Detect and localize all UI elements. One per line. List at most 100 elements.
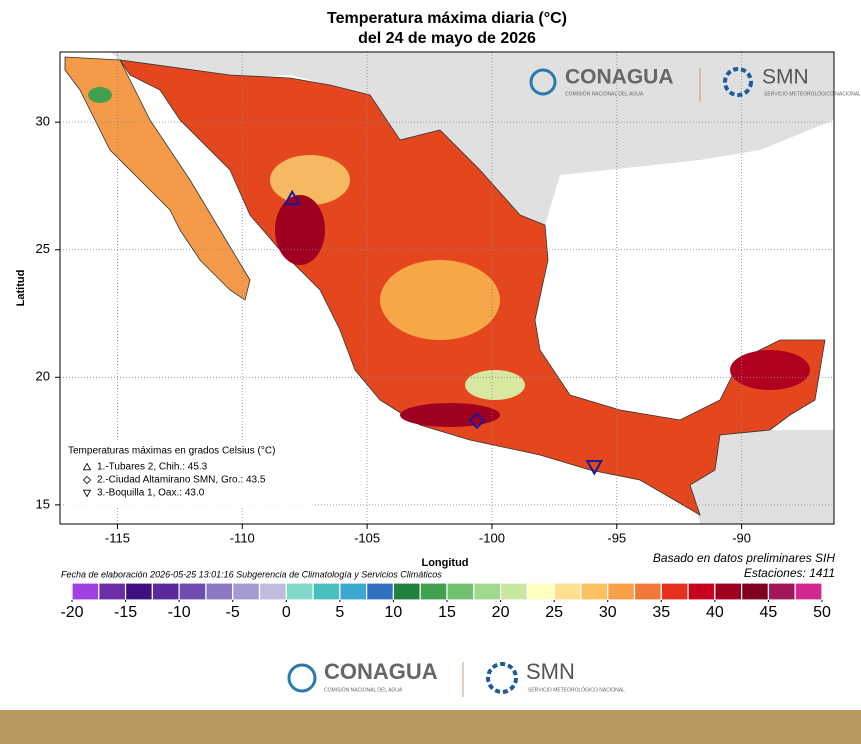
footer-date: Fecha de elaboración 2026-05-25 13:01:16… — [61, 569, 442, 579]
footer-band — [0, 710, 861, 744]
colorbar-box — [767, 582, 796, 601]
station-marker — [468, 412, 486, 430]
logo-subtext: SERVICIO METEOROLÓGICO NACIONAL — [764, 90, 861, 97]
y-tick-label: 15 — [36, 496, 50, 511]
bottom-logo: CONAGUA COMISIÓN NACIONAL DEL AGUA SMN S… — [287, 659, 625, 697]
temperature-area — [400, 403, 500, 427]
y-axis-label: Latitud — [15, 270, 27, 307]
x-tick-label: -110 — [230, 530, 255, 545]
logo-icon — [287, 663, 317, 693]
colorbar-box — [98, 582, 127, 601]
logo-icon — [486, 662, 518, 694]
legend-label: 1.-Tubares 2, Chih.: 45.3 — [97, 462, 208, 473]
temperature-area — [270, 155, 350, 205]
colorbar-tick-label: -10 — [168, 604, 191, 621]
legend-symbol — [82, 462, 92, 471]
legend-label: 2.-Ciudad Altamirano SMN, Gro.: 43.5 — [97, 475, 266, 486]
colorbar-box — [446, 582, 475, 601]
colorbar-box — [499, 582, 528, 601]
colorbar-box — [392, 582, 421, 601]
colorbar-box — [633, 582, 662, 601]
temperature-area — [730, 350, 810, 390]
colorbar-tick-label: 30 — [599, 604, 617, 621]
colorbar-box — [339, 582, 368, 601]
y-tick-label: 25 — [36, 241, 50, 256]
colorbar-box — [258, 582, 287, 601]
logo-icon — [723, 67, 753, 97]
colorbar-box — [794, 582, 823, 601]
x-tick-label: -115 — [105, 530, 130, 545]
colorbar-box — [553, 582, 582, 601]
colorbar-box — [205, 582, 234, 601]
colorbar-box — [473, 582, 502, 601]
colorbar-box — [366, 582, 395, 601]
colorbar-box — [71, 582, 100, 601]
colorbar-box — [285, 582, 314, 601]
logo-subtext: SERVICIO METEOROLÓGICO NACIONAL — [528, 686, 625, 693]
logo-subtext: COMISIÓN NACIONAL DEL AGUA — [565, 90, 644, 97]
colorbar-tick-label: 20 — [492, 604, 510, 621]
x-axis-label: Longitud — [421, 557, 468, 569]
map: CONAGUA COMISIÓN NACIONAL DEL AGUA SMN S… — [59, 51, 861, 525]
logo-text: CONAGUA — [565, 66, 674, 89]
colorbar-tick-label: -15 — [114, 604, 137, 621]
legend-box — [64, 440, 314, 506]
legend-label: 3.-Boquilla 1, Oax.: 43.0 — [97, 488, 205, 499]
colorbar-box — [526, 582, 555, 601]
x-tick-label: -90 — [732, 530, 751, 545]
logo-text: CONAGUA — [324, 659, 438, 684]
colorbar-tick-label: 40 — [706, 604, 724, 621]
colorbar-tick-label: 15 — [438, 604, 456, 621]
colorbar-box — [232, 582, 261, 601]
colorbar-tick-label: -20 — [60, 604, 83, 621]
colorbar-box — [124, 582, 153, 601]
legend-symbol — [82, 475, 92, 485]
note: Basado en datos preliminares SIH — [653, 551, 835, 565]
colorbar-tick-label: 35 — [652, 604, 670, 621]
colorbar-tick-label: 5 — [335, 604, 344, 621]
colorbar-box — [741, 582, 770, 601]
colorbar-box — [660, 582, 689, 601]
x-tick-label: -100 — [479, 530, 505, 545]
x-tick-label: -95 — [607, 530, 626, 545]
central-america-land — [690, 430, 834, 524]
logo-text: SMN — [526, 659, 575, 684]
colorbar-box — [687, 582, 716, 601]
colorbar-tick-label: 50 — [813, 604, 831, 621]
temperature-area — [465, 370, 525, 400]
logo-icon — [529, 68, 557, 96]
temperature-area — [275, 195, 325, 265]
colorbar-box — [151, 582, 180, 601]
legend-title: Temperaturas máximas en grados Celsius (… — [68, 446, 275, 457]
temperature-area — [88, 87, 112, 103]
title: Temperatura máxima diaria (°C) — [327, 10, 567, 27]
logo: CONAGUA COMISIÓN NACIONAL DEL AGUA SMN S… — [529, 66, 861, 102]
y-tick-label: 20 — [36, 369, 50, 384]
colorbar-tick-label: 45 — [760, 604, 778, 621]
y-tick-label: 30 — [36, 114, 50, 129]
stations-count: Estaciones: 1411 — [744, 566, 835, 580]
colorbar-box — [607, 582, 636, 601]
colorbar-tick-label: 0 — [282, 604, 291, 621]
station-marker — [585, 459, 604, 476]
map-frame — [59, 51, 835, 525]
subtitle: del 24 de mayo de 2026 — [358, 30, 536, 47]
colorbar-box — [419, 582, 448, 601]
station-marker — [283, 189, 301, 206]
baja-california — [64, 56, 251, 301]
x-tick-label: -105 — [354, 530, 380, 545]
colorbar-box — [580, 582, 609, 601]
colorbar-tick-label: -5 — [226, 604, 240, 621]
temperature-area — [380, 260, 500, 340]
legend-symbol — [82, 489, 92, 498]
logo-text: SMN — [762, 66, 809, 89]
colorbar: -20 -15 -10 -5 0 5 10 15 20 25 30 35 40 45 50 — [60, 582, 831, 621]
colorbar-tick-label: 10 — [385, 604, 403, 621]
colorbar-box — [714, 582, 743, 601]
colorbar-tick-label: 25 — [545, 604, 563, 621]
colorbar-box — [178, 582, 207, 601]
usa-land — [110, 52, 834, 225]
colorbar-box — [312, 582, 341, 601]
logo-subtext: COMISIÓN NACIONAL DEL AGUA — [324, 686, 403, 693]
